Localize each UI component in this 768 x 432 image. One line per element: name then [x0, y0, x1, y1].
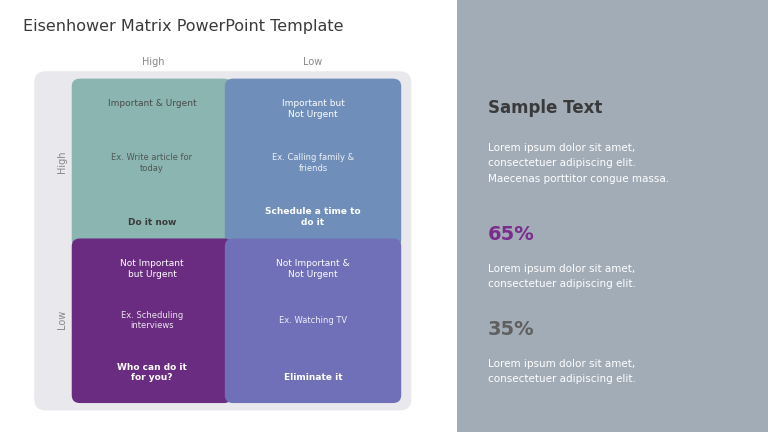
Text: Eliminate it: Eliminate it [283, 373, 343, 382]
Text: Not Important
but Urgent: Not Important but Urgent [120, 259, 184, 279]
FancyBboxPatch shape [35, 71, 412, 410]
FancyBboxPatch shape [225, 238, 401, 403]
Text: Do it now: Do it now [127, 218, 176, 227]
Text: High: High [57, 151, 67, 173]
Text: Lorem ipsum dolor sit amet,
consectetuer adipiscing elit.: Lorem ipsum dolor sit amet, consectetuer… [488, 359, 636, 384]
Text: Sample Text: Sample Text [488, 99, 602, 118]
Text: Who can do it
for you?: Who can do it for you? [117, 363, 187, 382]
FancyBboxPatch shape [71, 238, 232, 403]
Text: Low: Low [303, 57, 323, 67]
Text: Ex. Write article for
today: Ex. Write article for today [111, 153, 193, 173]
Text: Ex. Calling family &
friends: Ex. Calling family & friends [272, 153, 354, 173]
Text: Low: Low [57, 310, 67, 329]
Text: Schedule a time to
do it: Schedule a time to do it [265, 207, 361, 227]
FancyBboxPatch shape [225, 79, 401, 248]
Text: High: High [142, 57, 164, 67]
Text: Lorem ipsum dolor sit amet,
consectetuer adipiscing elit.
Maecenas porttitor con: Lorem ipsum dolor sit amet, consectetuer… [488, 143, 669, 184]
Text: Ex. Scheduling
interviews: Ex. Scheduling interviews [121, 311, 183, 330]
Text: Lorem ipsum dolor sit amet,
consectetuer adipiscing elit.: Lorem ipsum dolor sit amet, consectetuer… [488, 264, 636, 289]
Text: 35%: 35% [488, 320, 535, 339]
FancyBboxPatch shape [71, 79, 232, 248]
Text: Important & Urgent: Important & Urgent [108, 99, 197, 108]
Text: Eisenhower Matrix PowerPoint Template: Eisenhower Matrix PowerPoint Template [23, 19, 343, 35]
Text: Important but
Not Urgent: Important but Not Urgent [282, 99, 345, 119]
Text: Not Important &
Not Urgent: Not Important & Not Urgent [276, 259, 350, 279]
Text: Ex. Watching TV: Ex. Watching TV [279, 316, 347, 325]
Text: 65%: 65% [488, 225, 535, 244]
